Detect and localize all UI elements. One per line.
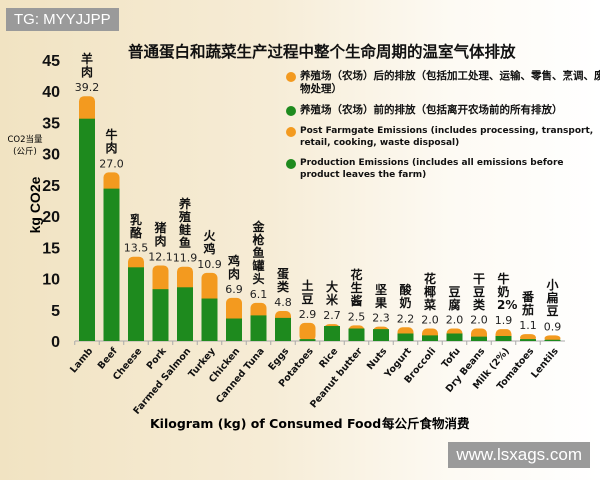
bar-production <box>544 339 561 341</box>
data-label: 6.9 <box>225 283 243 296</box>
y-axis-label: kg CO2e <box>27 176 43 233</box>
bar-production <box>422 335 438 341</box>
data-label: 2.7 <box>323 309 341 322</box>
y-tick-label: 30 <box>42 147 60 164</box>
bar-production <box>324 326 340 341</box>
legend-label: Production Emissions (includes all emiss… <box>300 158 564 180</box>
legend-item: 养殖场（农场）前的排放（包括离开农场前的所有排放） <box>286 104 600 117</box>
category-label: Lamb <box>68 346 95 376</box>
legend-swatch <box>286 127 296 137</box>
bar-production <box>226 318 242 341</box>
legend-label: Post Farmgate Emissions (includes proces… <box>300 126 594 148</box>
data-label: 27.0 <box>99 157 124 170</box>
data-label: 39.2 <box>75 81 100 94</box>
bar-post-farmgate <box>299 322 316 341</box>
y-axis-label-cn: (公斤) <box>13 146 37 157</box>
y-tick-label: 20 <box>42 209 60 226</box>
y-tick-label: 10 <box>42 272 60 289</box>
data-label: 11.9 <box>173 252 198 265</box>
bar-production <box>446 333 463 341</box>
bar-post-farmgate <box>544 335 561 341</box>
legend: 养殖场（农场）后的排放（包括加工处理、运输、零售、烹调、废物处理） 养殖场（农场）… <box>286 70 600 189</box>
y-tick-label: 0 <box>51 334 60 351</box>
legend-swatch <box>286 159 296 169</box>
data-label: 0.9 <box>544 320 562 333</box>
y-tick-label: 40 <box>42 84 60 101</box>
bar-production <box>373 329 389 341</box>
data-label: 12.1 <box>148 250 173 263</box>
data-label: 10.9 <box>197 258 222 271</box>
watermark-top: TG: MYYJJPP <box>6 8 119 31</box>
bar-production <box>397 333 414 341</box>
data-label: 2.0 <box>421 314 439 327</box>
data-label: 1.9 <box>495 314 513 327</box>
legend-item: Production Emissions (includes all emiss… <box>286 157 600 181</box>
data-label: 2.9 <box>299 308 317 321</box>
legend-label: 养殖场（农场）前的排放（包括离开农场前的所有排放） <box>300 104 563 116</box>
legend-swatch <box>286 106 296 116</box>
x-axis-label: Kilogram (kg) of Consumed Food <box>150 416 381 431</box>
bar-production <box>299 339 316 341</box>
category-label: Tofu <box>440 346 463 370</box>
data-label: 2.0 <box>470 314 488 327</box>
legend-item: 养殖场（农场）后的排放（包括加工处理、运输、零售、烹调、废物处理） <box>286 70 600 96</box>
legend-swatch <box>286 72 296 82</box>
y-tick-label: 25 <box>42 178 60 195</box>
legend-label: 养殖场（农场）后的排放（包括加工处理、运输、零售、烹调、废物处理） <box>300 70 600 95</box>
chart-title: 普通蛋白和蔬菜生产过程中整个生命周期的温室气体排放 <box>128 43 516 61</box>
data-label: 1.1 <box>519 319 537 332</box>
bar-production <box>177 287 193 341</box>
y-tick-label: 45 <box>42 53 60 70</box>
data-label: 2.3 <box>372 312 390 325</box>
data-label: 2.5 <box>348 310 366 323</box>
data-label: 2.2 <box>397 312 415 325</box>
bar-production <box>520 339 536 341</box>
x-axis-label-cn: 每公斤食物消费 <box>382 416 470 431</box>
bar-production <box>250 315 267 341</box>
legend-item: Post Farmgate Emissions (includes proces… <box>286 125 600 149</box>
bar-production <box>128 267 144 341</box>
bar-production <box>79 118 95 341</box>
data-label: 2.0 <box>446 314 464 327</box>
bar-production <box>152 289 169 341</box>
watermark-bottom: www.lsxags.com <box>448 442 590 468</box>
category-label: Lentils <box>529 346 561 381</box>
category-label: Rice <box>317 346 340 370</box>
bar-production <box>348 328 365 341</box>
y-tick-label: 5 <box>51 303 60 320</box>
bar-production <box>495 336 512 341</box>
bar-production <box>201 298 218 341</box>
data-label: 6.1 <box>250 288 268 301</box>
data-label: 13.5 <box>124 242 149 255</box>
y-axis-label-cn: CO2当量 <box>7 134 43 145</box>
bar-production <box>275 317 291 341</box>
bar-production <box>471 336 487 341</box>
y-tick-label: 15 <box>42 240 60 257</box>
bar-production <box>103 188 120 341</box>
y-tick-label: 35 <box>42 115 60 132</box>
data-label: 4.8 <box>274 296 292 309</box>
